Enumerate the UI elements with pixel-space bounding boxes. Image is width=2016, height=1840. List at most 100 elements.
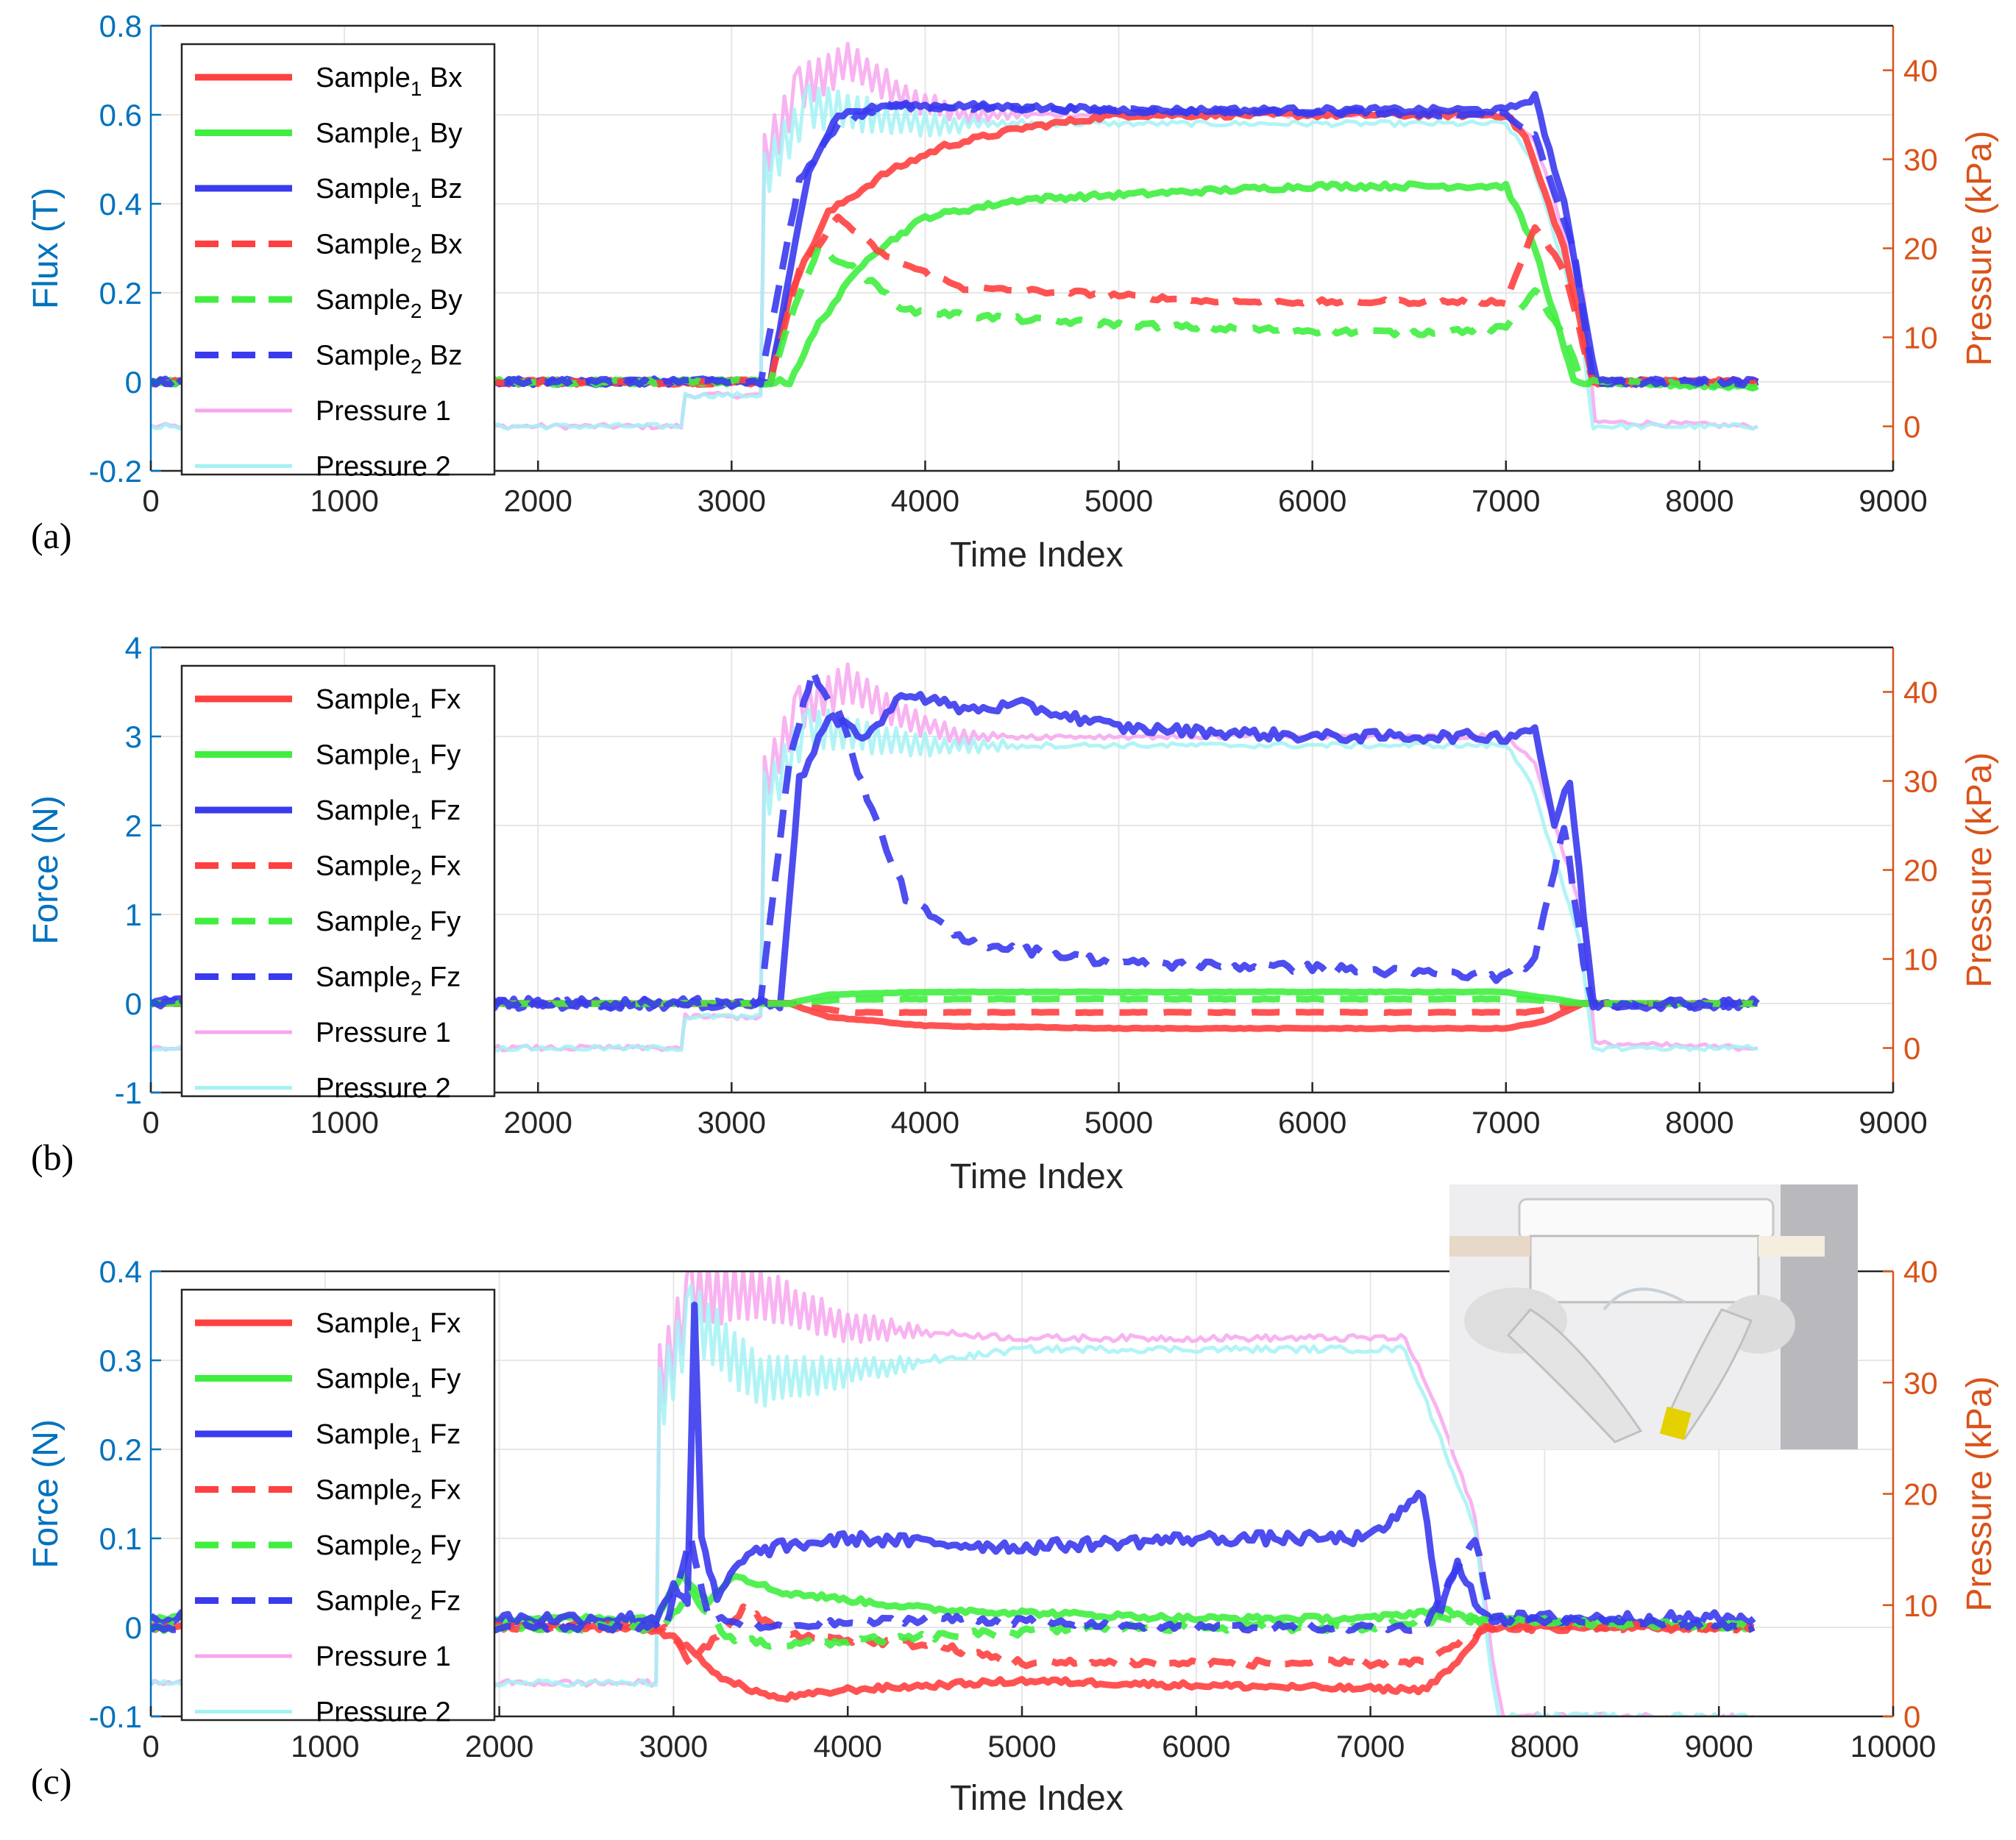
legend-entry: Sample1 Fz [316, 1419, 461, 1457]
x-tick-label: 10000 [1850, 1729, 1937, 1763]
x-tick-label: 4000 [891, 1105, 959, 1140]
legend-subscript: 2 [411, 866, 422, 889]
legend-suffix: Fz [422, 795, 461, 826]
legend-subscript: 1 [411, 188, 422, 211]
y-tick-label: 4 [125, 630, 142, 665]
legend-text: Sample [316, 1419, 411, 1450]
x-tick-label: 1000 [310, 1105, 378, 1140]
x-tick-label: 1000 [291, 1729, 359, 1763]
legend-entry: Pressure 1 [316, 396, 451, 427]
x-tick-label: 5000 [1085, 483, 1153, 518]
legend-subscript: 1 [411, 133, 422, 156]
y-tick-label: -0.2 [89, 454, 142, 489]
legend-suffix: Fy [422, 906, 461, 937]
y-tick-label: 0.1 [99, 1521, 142, 1556]
y-tick-label: 2 [125, 809, 142, 843]
x-tick-label: 9000 [1859, 483, 1927, 518]
y-tick-label: 0.2 [99, 276, 142, 310]
y-right-tick-label: 10 [1903, 321, 1938, 355]
x-tick-label: 3000 [698, 483, 766, 518]
legend-text: Sample [316, 341, 411, 372]
x-tick-label: 8000 [1511, 1729, 1579, 1763]
legend-text: Sample [316, 230, 411, 260]
legend-text: Sample [316, 795, 411, 826]
x-tick-label: 9000 [1684, 1729, 1753, 1763]
panel-label: (a) [31, 515, 72, 556]
legend-entry: Sample1 By [316, 118, 462, 156]
y-right-tick-label: 40 [1903, 54, 1938, 88]
y-tick-label: 1 [125, 898, 142, 932]
legend-box [180, 1288, 496, 1722]
legend-box [180, 664, 496, 1098]
x-tick-label: 0 [142, 483, 159, 518]
y-tick-label: 0 [125, 987, 142, 1021]
y-right-tick-label: 0 [1903, 1031, 1920, 1066]
y-right-axis-label: Pressure (kPa) [1960, 130, 1999, 366]
legend-entry: Pressure 2 [316, 452, 451, 483]
x-axis-label: Time Index [950, 1157, 1124, 1196]
gripper-top-bar [1518, 1198, 1775, 1241]
panel-label: (b) [31, 1137, 74, 1178]
legend-suffix: Fx [422, 1475, 461, 1506]
legend-entry: Sample2 Bz [316, 341, 462, 378]
legend-text: Sample [316, 1586, 411, 1617]
legend-subscript: 2 [411, 244, 422, 267]
legend-subscript: 2 [411, 299, 422, 322]
legend-entry: Sample1 Fx [316, 1308, 461, 1346]
y-tick-label: 0.6 [99, 98, 142, 132]
x-tick-label: 2000 [504, 1105, 572, 1140]
inset-photo [1449, 1184, 1858, 1449]
x-tick-label: 8000 [1665, 483, 1733, 518]
chart-panel-1: 0 1000 2000 3000 4000 5000 6000 7000 8000 9000-0.… [26, 9, 1999, 575]
legend-suffix: By [422, 285, 462, 316]
sensor-pad [1659, 1406, 1692, 1441]
legend-entry: Pressure 1 [316, 1641, 451, 1672]
x-tick-label: 4000 [891, 483, 959, 518]
legend-text: Pressure 1 [316, 1017, 451, 1048]
legend-subscript: 2 [411, 355, 422, 378]
legend-subscript: 1 [411, 1379, 422, 1402]
y-right-tick-label: 20 [1903, 232, 1938, 266]
legend-subscript: 1 [411, 755, 422, 778]
legend-subscript: 1 [411, 1434, 422, 1457]
y-tick-label: 0 [125, 365, 142, 399]
legend-entry: Sample1 Fx [316, 684, 461, 722]
legend-suffix: Bz [422, 174, 462, 205]
legend-text: Pressure 2 [316, 1073, 451, 1104]
y-right-tick-label: 40 [1903, 675, 1938, 710]
legend-box [180, 43, 496, 476]
legend-text: Sample [316, 1364, 411, 1395]
legend-subscript: 1 [411, 1323, 422, 1346]
x-tick-label: 3000 [698, 1105, 766, 1140]
x-tick-label: 5000 [987, 1729, 1056, 1763]
legend-suffix: Bz [422, 341, 462, 372]
y-right-tick-label: 30 [1903, 1365, 1938, 1400]
y-right-tick-label: 10 [1903, 1588, 1938, 1623]
legend-text: Pressure 2 [316, 1697, 451, 1728]
legend-entry: Sample2 Fy [316, 906, 461, 944]
legend-subscript: 2 [411, 921, 422, 944]
x-axis-label: Time Index [950, 536, 1124, 575]
y-axis-label: Force (N) [26, 795, 65, 945]
legend-text: Pressure 1 [316, 396, 451, 427]
legend-suffix: By [422, 118, 462, 149]
legend-suffix: Fz [422, 962, 461, 993]
legend-text: Sample [316, 740, 411, 771]
legend-text: Pressure 2 [316, 452, 451, 483]
chart-panel-2: 0 1000 2000 3000 4000 5000 6000 7000 8000 9000-10… [26, 630, 1999, 1196]
series-line-sample2-fx [151, 1603, 1756, 1670]
legend-entry: Sample1 Fz [316, 795, 461, 833]
legend-suffix: Fy [422, 740, 461, 771]
x-tick-label: 2000 [465, 1729, 533, 1763]
y-axis-label: Force (N) [26, 1419, 65, 1569]
series-line-sample2-by [151, 244, 1758, 392]
gripper-rod-right [1758, 1236, 1825, 1257]
soft-finger-left [1506, 1308, 1643, 1443]
legend-entry: Sample2 Bx [316, 230, 462, 267]
x-tick-label: 0 [142, 1105, 159, 1140]
y-axis-label: Flux (T) [26, 188, 65, 309]
